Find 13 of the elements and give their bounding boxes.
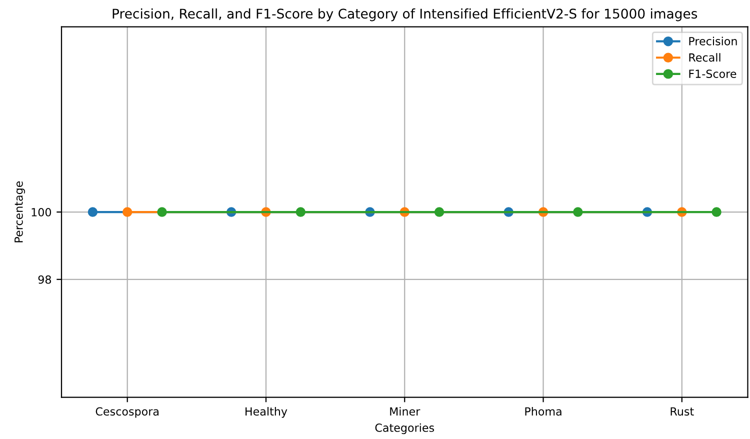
x-tick-label: Miner: [390, 407, 420, 416]
y-axis-title: Percentage: [14, 181, 26, 242]
x-tick-label: Cescospora: [96, 407, 158, 418]
x-tick-label: Healthy: [246, 407, 288, 418]
legend-label: Precision: [689, 36, 737, 46]
x-tick-label: Phoma: [525, 407, 562, 416]
chart-title: Precision, Recall, and F1-Score by Category of Intensified EfficientV2-S for 15000 images: [112, 8, 698, 22]
x-tick-label: Rust: [670, 407, 694, 416]
x-axis-title: Categories: [375, 423, 434, 434]
legend-label: Recall: [689, 53, 720, 62]
y-tick-label: 98: [38, 275, 52, 284]
y-tick-label: 100: [32, 208, 52, 216]
legend-label: F1-Score: [689, 70, 736, 78]
